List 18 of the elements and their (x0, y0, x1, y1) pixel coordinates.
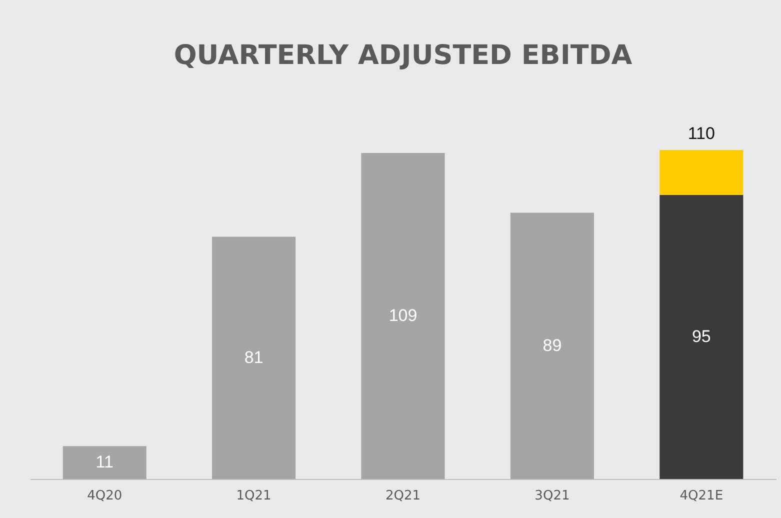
data-label: 11 (96, 452, 114, 472)
data-label: 95 (692, 326, 711, 346)
x-tick-label: 1Q21 (236, 488, 272, 504)
chart-title: QUARTERLY ADJUSTED EBITDA (174, 40, 632, 71)
bar (62, 446, 146, 479)
bar (660, 150, 744, 195)
data-label: 81 (244, 348, 264, 367)
x-tick-label: 2Q21 (385, 488, 421, 504)
bar (212, 236, 296, 479)
data-label: 109 (388, 306, 418, 325)
x-tick-label: 4Q21E (680, 488, 724, 504)
bar (510, 212, 594, 479)
bar (660, 194, 744, 479)
data-label: 89 (542, 336, 562, 355)
bar (361, 152, 445, 479)
total-label: 110 (688, 124, 715, 143)
x-tick-label: 4Q20 (87, 488, 122, 504)
x-tick-label: 3Q21 (534, 488, 570, 504)
